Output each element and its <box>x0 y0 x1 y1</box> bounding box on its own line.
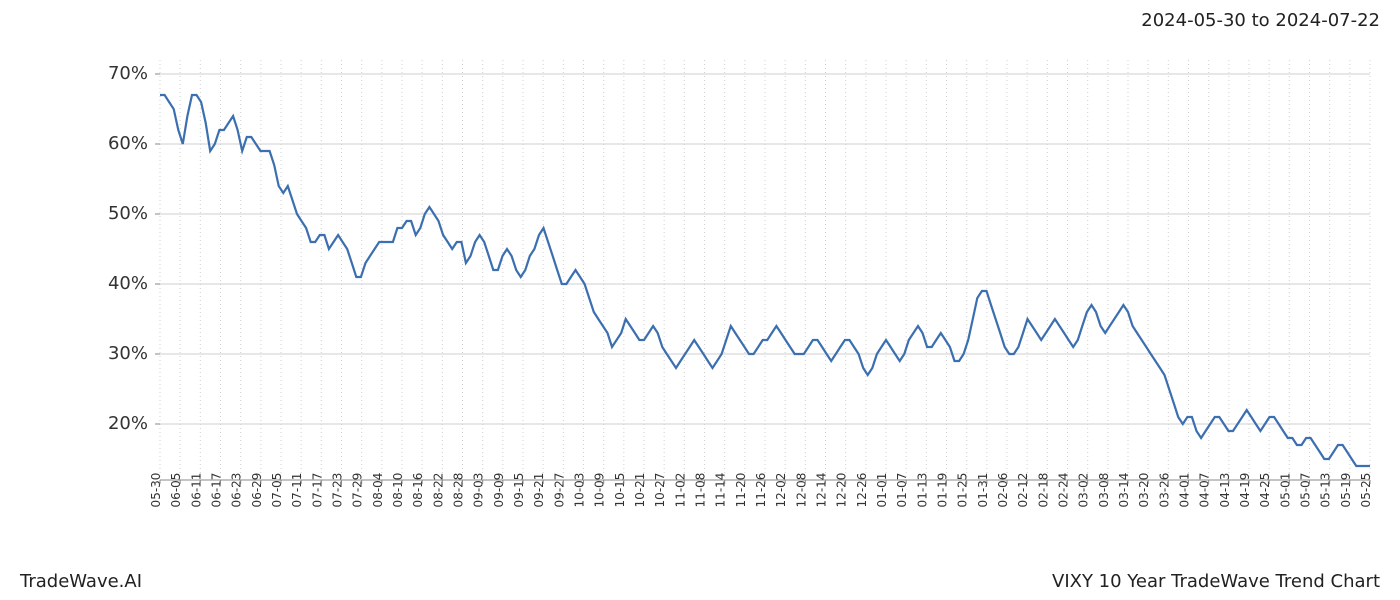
x-tick-label: 10-15 <box>613 473 627 508</box>
y-tick-label: 30% <box>108 343 148 364</box>
x-tick-label: 05-07 <box>1299 473 1313 508</box>
x-tick-label: 11-14 <box>714 473 728 508</box>
x-tick-label: 01-19 <box>936 473 950 508</box>
x-tick-label: 07-17 <box>310 473 324 508</box>
x-tick-label: 08-04 <box>371 473 385 508</box>
x-tick-label: 05-01 <box>1278 473 1292 508</box>
y-tick-label: 60% <box>108 133 148 154</box>
x-tick-label: 04-01 <box>1178 473 1192 508</box>
x-tick-label: 11-08 <box>694 473 708 508</box>
x-tick-label: 05-19 <box>1339 473 1353 508</box>
x-tick-label: 02-06 <box>996 473 1010 508</box>
x-tick-label: 03-02 <box>1077 473 1091 508</box>
x-tick-label: 03-20 <box>1137 473 1151 508</box>
x-tick-label: 04-25 <box>1258 473 1272 508</box>
x-tick-label: 05-25 <box>1359 473 1373 508</box>
x-tick-label: 10-21 <box>633 473 647 508</box>
x-tick-label: 06-05 <box>169 473 183 508</box>
x-tick-label: 05-13 <box>1319 473 1333 508</box>
x-tick-label: 09-15 <box>512 473 526 508</box>
x-tick-label: 06-11 <box>189 473 203 508</box>
x-tick-label: 02-18 <box>1036 473 1050 508</box>
x-tick-label: 01-01 <box>875 473 889 508</box>
x-tick-label: 07-05 <box>270 473 284 508</box>
x-tick-label: 03-08 <box>1097 473 1111 508</box>
x-tick-label: 09-09 <box>492 473 506 508</box>
trend-chart: 20% 30% 40% 50% 60% 70% 05-30 06-05 06-11 06-17 06… <box>0 40 1400 560</box>
x-tick-label: 01-07 <box>895 473 909 508</box>
chart-title: VIXY 10 Year TradeWave Trend Chart <box>1052 571 1380 592</box>
x-tick-label: 12-08 <box>794 473 808 508</box>
x-tick-label: 10-27 <box>653 473 667 508</box>
x-tick-label: 12-20 <box>835 473 849 508</box>
x-tick-label: 04-07 <box>1198 473 1212 508</box>
x-tick-label: 01-25 <box>956 473 970 508</box>
x-tick-label: 02-24 <box>1057 473 1071 508</box>
y-tick-label: 20% <box>108 413 148 434</box>
x-tick-label: 12-26 <box>855 473 869 508</box>
x-tick-label: 07-11 <box>290 473 304 508</box>
chart-svg: 20% 30% 40% 50% 60% 70% 05-30 06-05 06-11 06-17 06… <box>0 40 1400 560</box>
y-tick-label: 40% <box>108 273 148 294</box>
x-tick-label: 12-02 <box>774 473 788 508</box>
x-tick-label: 09-27 <box>552 473 566 508</box>
x-tick-label: 09-21 <box>532 473 546 508</box>
x-tick-label: 03-26 <box>1157 473 1171 508</box>
brand-label: TradeWave.AI <box>20 571 142 592</box>
x-tick-label: 10-09 <box>593 473 607 508</box>
x-tick-label: 11-26 <box>754 473 768 508</box>
x-tick-label: 07-29 <box>351 473 365 508</box>
x-tick-label: 01-31 <box>976 473 990 508</box>
x-tick-label: 06-17 <box>210 473 224 508</box>
x-tick-label: 06-23 <box>230 473 244 508</box>
x-tick-label: 12-14 <box>815 473 829 508</box>
x-tick-label: 08-22 <box>431 473 445 508</box>
x-tick-label: 08-28 <box>452 473 466 508</box>
x-tick-label: 11-02 <box>673 473 687 508</box>
x-tick-label: 05-30 <box>149 473 163 508</box>
x-tick-label: 02-12 <box>1016 473 1030 508</box>
x-tick-label: 04-19 <box>1238 473 1252 508</box>
y-tick-label: 70% <box>108 63 148 84</box>
x-tick-label: 09-03 <box>472 473 486 508</box>
x-tick-label: 11-20 <box>734 473 748 508</box>
x-tick-label: 04-13 <box>1218 473 1232 508</box>
x-tick-label: 06-29 <box>250 473 264 508</box>
y-tick-label: 50% <box>108 203 148 224</box>
x-tick-label: 01-13 <box>915 473 929 508</box>
date-range-label: 2024-05-30 to 2024-07-22 <box>1141 10 1380 31</box>
x-tick-label: 10-03 <box>573 473 587 508</box>
x-tick-label: 08-16 <box>411 473 425 508</box>
x-tick-label: 03-14 <box>1117 473 1131 508</box>
x-tick-label: 08-10 <box>391 473 405 508</box>
x-tick-label: 07-23 <box>331 473 345 508</box>
